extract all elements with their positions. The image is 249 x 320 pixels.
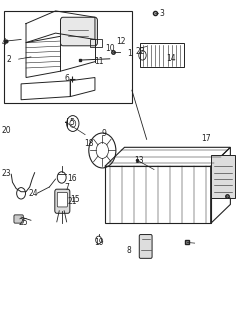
Text: 8: 8 xyxy=(127,246,132,255)
Text: 7: 7 xyxy=(64,183,69,192)
Text: 19: 19 xyxy=(94,238,104,247)
Text: 2: 2 xyxy=(6,55,11,64)
FancyBboxPatch shape xyxy=(139,235,152,258)
Bar xyxy=(90,39,102,47)
Text: 22: 22 xyxy=(135,47,145,56)
Text: 11: 11 xyxy=(94,57,104,66)
Text: 12: 12 xyxy=(116,36,126,45)
Text: 14: 14 xyxy=(166,54,176,63)
FancyBboxPatch shape xyxy=(14,215,23,223)
Text: 18: 18 xyxy=(84,139,94,148)
Text: 9: 9 xyxy=(102,130,107,139)
Text: 24: 24 xyxy=(29,189,39,198)
Text: 10: 10 xyxy=(105,44,115,52)
Text: 6: 6 xyxy=(65,74,70,83)
Text: 4: 4 xyxy=(2,38,7,47)
Text: 17: 17 xyxy=(201,134,210,143)
Text: 16: 16 xyxy=(67,173,77,183)
Text: 20: 20 xyxy=(2,126,11,135)
FancyBboxPatch shape xyxy=(4,11,132,103)
Text: 21: 21 xyxy=(68,197,77,206)
Text: 5: 5 xyxy=(70,118,75,127)
FancyBboxPatch shape xyxy=(55,189,70,213)
Text: 23: 23 xyxy=(2,169,11,178)
FancyBboxPatch shape xyxy=(140,43,184,68)
FancyBboxPatch shape xyxy=(61,17,97,46)
Text: 13: 13 xyxy=(134,156,143,165)
FancyBboxPatch shape xyxy=(211,155,235,198)
Text: 1: 1 xyxy=(127,49,132,58)
FancyBboxPatch shape xyxy=(57,192,67,207)
Text: 25: 25 xyxy=(18,218,28,227)
Text: 15: 15 xyxy=(70,195,79,204)
Text: 3: 3 xyxy=(159,9,164,18)
